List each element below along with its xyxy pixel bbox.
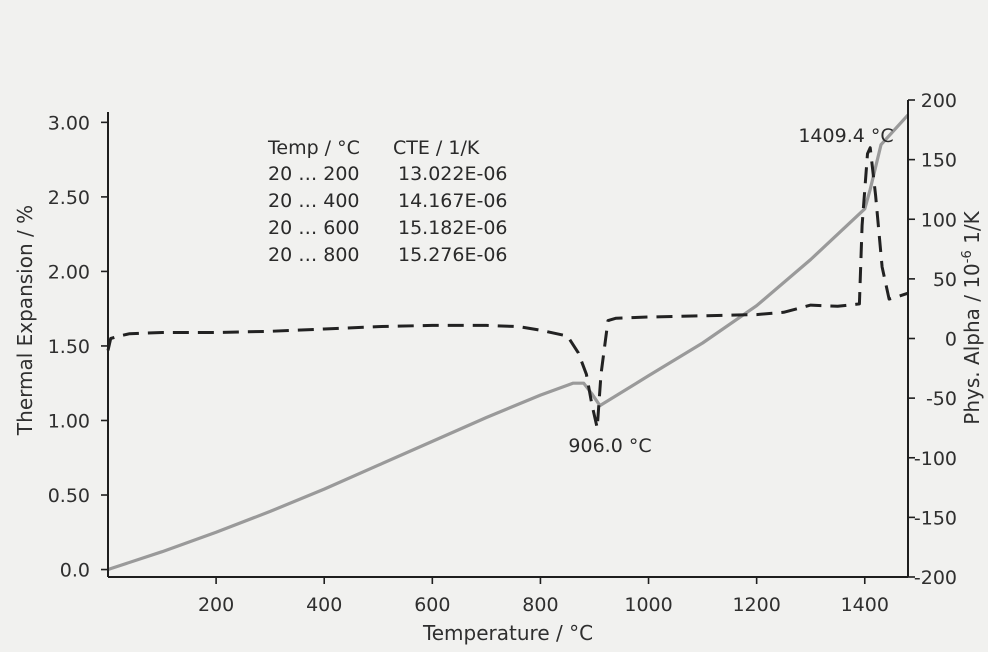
y-right-tick-label: -200 <box>914 567 957 589</box>
x-tick-label: 200 <box>198 594 234 616</box>
y-right-tick-label: -100 <box>914 448 957 470</box>
cte-table-header-temp: Temp / °C <box>267 137 360 159</box>
y-right-tick-label: 100 <box>921 209 957 231</box>
y-right-tick-label: -150 <box>914 507 957 529</box>
y-left-tick-label: 2.00 <box>48 261 90 283</box>
cte-table-row-4-value: 15.276E-06 <box>398 244 508 266</box>
y-right-tick-label: 150 <box>921 150 957 172</box>
cte-table-row-3-value: 15.182E-06 <box>398 217 508 239</box>
cte-table-header-cte: CTE / 1/K <box>393 137 480 159</box>
cte-table-row-2-value: 14.167E-06 <box>398 190 508 212</box>
y-right-title-exponent: -6 <box>960 250 975 263</box>
cte-table-row-4-range: 20 … 800 <box>268 244 360 266</box>
y-right-axis-title: Phys. Alpha / 10-6 1/K <box>960 210 984 424</box>
physical-alpha-dashed-line <box>106 146 909 430</box>
x-tick-label: 800 <box>522 594 558 616</box>
thermal-expansion-line <box>107 113 910 572</box>
y-left-tick-label: 3.00 <box>48 112 90 134</box>
y-left-tick-label: 2.50 <box>48 187 90 209</box>
x-axis-title: Temperature / °C <box>422 621 593 645</box>
x-tick-label: 400 <box>306 594 342 616</box>
y-left-tick-label: 1.50 <box>48 336 90 358</box>
x-tick-label: 600 <box>414 594 450 616</box>
x-tick-label: 1200 <box>732 594 780 616</box>
cte-table: Temp / °C CTE / 1/K 20 … 200 13.022E-06 … <box>267 137 508 266</box>
y-left-tick-label: 0.0 <box>60 560 90 582</box>
cte-table-row-1-range: 20 … 200 <box>268 163 360 185</box>
y-left-tick-label: 0.50 <box>48 485 90 507</box>
y-right-tick-label: 50 <box>933 269 957 291</box>
series-layer <box>106 113 910 572</box>
y-left-axis-title: Thermal Expansion / % <box>13 205 37 436</box>
y-right-tick-label: 0 <box>945 329 957 351</box>
ticks-layer: 200 400 600 800 1000 1200 14000.00.501.001.502… <box>48 90 957 616</box>
y-right-title-prefix: Phys. Alpha / 10 <box>960 263 984 424</box>
y-right-title-suffix: 1/K <box>960 210 984 250</box>
y-right-tick-label: -50 <box>926 388 957 410</box>
cte-table-row-1-value: 13.022E-06 <box>398 163 508 185</box>
annotation-minimum-peak: 906.0 °C <box>568 435 651 457</box>
cte-table-row-2-range: 20 … 400 <box>268 190 360 212</box>
annotation-maximum-peak: 1409.4 °C <box>798 125 893 147</box>
x-tick-label: 1000 <box>624 594 672 616</box>
cte-table-row-3-range: 20 … 600 <box>268 217 360 239</box>
x-tick-label: 1400 <box>841 594 889 616</box>
y-right-tick-label: 200 <box>921 90 957 112</box>
y-left-tick-label: 1.00 <box>48 410 90 432</box>
